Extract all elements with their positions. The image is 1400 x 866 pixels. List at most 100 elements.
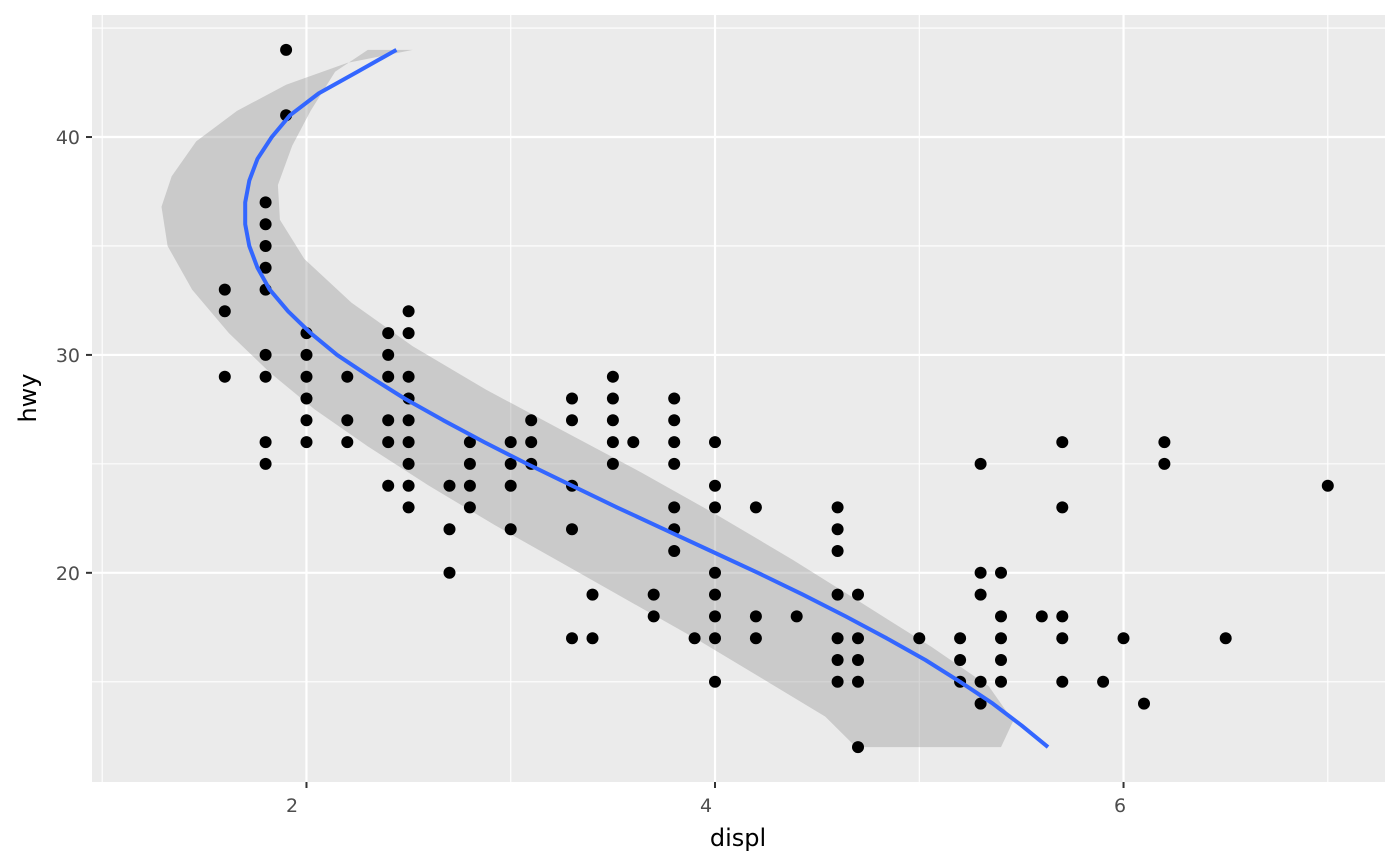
data-point [749, 501, 762, 514]
data-point [566, 414, 578, 427]
data-point [606, 457, 619, 470]
data-point [443, 479, 456, 492]
data-point [647, 588, 660, 601]
data-point [1117, 632, 1130, 645]
confidence-ribbon-layer [161, 49, 1014, 748]
data-point [382, 436, 395, 449]
data-point [1219, 632, 1232, 645]
data-point [566, 632, 578, 645]
data-point [668, 414, 681, 427]
data-point [974, 566, 987, 579]
data-point [300, 348, 313, 361]
data-point [974, 697, 987, 710]
data-point [341, 370, 354, 383]
data-point [402, 436, 415, 449]
data-point [995, 566, 1007, 579]
data-point [831, 675, 844, 688]
data-point [1056, 675, 1069, 688]
smooth-line-layer [243, 48, 1050, 749]
data-point [831, 501, 844, 514]
data-point [504, 523, 517, 536]
data-point [259, 457, 272, 470]
data-point [913, 632, 926, 645]
data-point [709, 436, 721, 449]
data-point [709, 501, 721, 514]
data-point [668, 501, 681, 514]
x-tick-label-2: 2 [286, 795, 298, 817]
data-point [341, 414, 354, 427]
major-gridlines [92, 15, 1385, 782]
data-point [218, 283, 231, 296]
data-point [382, 414, 395, 427]
data-point [259, 436, 272, 449]
data-point [300, 370, 313, 383]
data-point [709, 588, 721, 601]
data-point [259, 196, 272, 209]
data-point [668, 545, 681, 557]
data-point [402, 305, 415, 318]
data-point [1097, 675, 1110, 688]
data-point [1035, 610, 1048, 623]
data-point [852, 588, 864, 601]
data-point [1321, 479, 1334, 492]
data-point [463, 457, 476, 470]
data-point [995, 632, 1007, 645]
axis-tick-marks [86, 136, 1125, 788]
data-point [606, 414, 619, 427]
data-point [831, 654, 844, 666]
data-point [749, 632, 762, 645]
data-point [402, 414, 415, 427]
data-point [974, 588, 987, 601]
data-point [668, 436, 681, 449]
data-point [525, 436, 538, 449]
data-point [852, 632, 864, 645]
data-point [790, 610, 803, 623]
data-point [831, 632, 844, 645]
data-point [1158, 436, 1171, 449]
data-point [402, 479, 415, 492]
data-point [688, 632, 701, 645]
data-point [259, 348, 272, 361]
data-point [504, 436, 517, 449]
data-point [300, 436, 313, 449]
data-point [995, 654, 1007, 666]
data-point [463, 436, 476, 449]
data-point [525, 414, 538, 427]
y-tick-label-40: 40 [56, 127, 80, 149]
data-point [259, 218, 272, 231]
data-point [954, 632, 967, 645]
y-tick-label-30: 30 [56, 345, 80, 367]
data-point [443, 566, 456, 579]
data-point [300, 414, 313, 427]
data-point [1138, 697, 1150, 710]
data-point [974, 457, 987, 470]
data-point [382, 327, 395, 340]
data-point [402, 457, 415, 470]
data-point [709, 566, 721, 579]
data-point [606, 436, 619, 449]
data-point [831, 588, 844, 601]
data-point [402, 327, 415, 340]
data-point [954, 654, 967, 666]
data-point [280, 43, 293, 56]
smooth-line [243, 48, 1050, 749]
data-point [606, 392, 619, 405]
data-point [1056, 436, 1069, 449]
data-point [749, 610, 762, 623]
data-point [463, 479, 476, 492]
data-point [566, 392, 578, 405]
data-point [995, 675, 1007, 688]
data-point [627, 436, 640, 449]
data-point [341, 436, 354, 449]
data-point [382, 348, 395, 361]
x-tick-label-4: 4 [700, 795, 712, 817]
data-point [443, 523, 456, 536]
data-point [709, 675, 721, 688]
data-point [647, 610, 660, 623]
data-point [218, 370, 231, 383]
x-tick-label-6: 6 [1114, 795, 1126, 817]
data-point [463, 501, 476, 514]
data-point [259, 370, 272, 383]
y-tick-label-20: 20 [56, 563, 80, 585]
